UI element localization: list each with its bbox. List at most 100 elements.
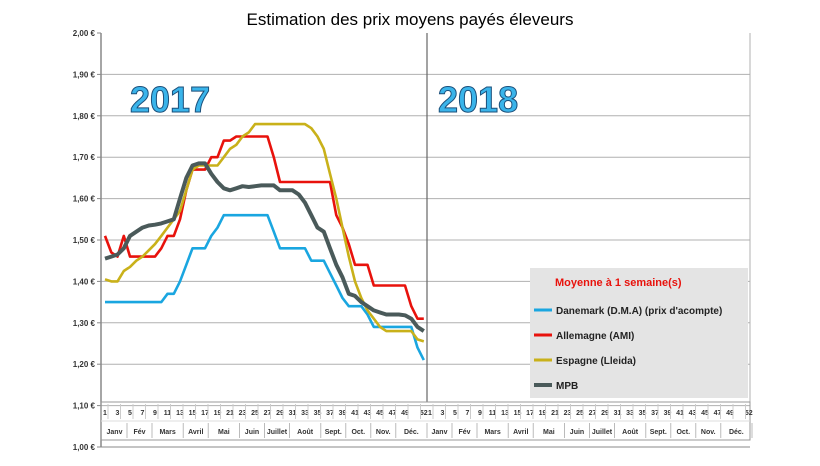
chart-title: Estimation des prix moyens payés éleveur… <box>247 10 574 29</box>
legend-title: Moyenne à 1 semaine(s) <box>555 277 682 289</box>
week-tick-label: 31 <box>289 410 297 417</box>
week-tick-label: 7 <box>466 410 470 417</box>
week-tick-label: 3 <box>116 410 120 417</box>
week-tick-label: 43 <box>364 410 372 417</box>
y-tick-label: 1,70 € <box>73 153 96 162</box>
month-label: Juillet <box>267 429 288 436</box>
week-tick-label: 29 <box>601 410 609 417</box>
week-tick-label: 31 <box>614 410 622 417</box>
month-label: Oct. <box>351 429 365 436</box>
month-label: Juin <box>245 429 259 436</box>
week-tick-label: 21 <box>551 410 559 417</box>
week-tick-label: 49 <box>401 410 409 417</box>
week-tick-label: 27 <box>589 410 597 417</box>
week-tick-label: 19 <box>214 410 222 417</box>
week-tick-label: 13 <box>176 410 184 417</box>
week-tick-label: 33 <box>626 410 634 417</box>
month-label: Sept. <box>650 429 667 436</box>
month-label: Déc. <box>729 429 744 436</box>
month-label: Mai <box>543 429 555 436</box>
month-label: Janv <box>432 429 448 436</box>
y-tick-label: 1,60 € <box>73 195 96 204</box>
week-tick-label: 5 <box>128 410 132 417</box>
week-tick-label: 1 <box>103 410 107 417</box>
month-label: Avril <box>188 429 203 436</box>
week-tick-label: 1 <box>428 410 432 417</box>
year-label-2017: 2017 <box>130 79 210 120</box>
y-tick-label: 1,90 € <box>73 70 96 79</box>
week-tick-label: 23 <box>239 410 247 417</box>
series-line-allemagne-ami- <box>103 135 424 321</box>
week-tick-label: 9 <box>478 410 482 417</box>
year-label-2018: 2018 <box>438 79 518 120</box>
week-tick-label: 52 <box>420 410 428 417</box>
month-label: Juin <box>570 429 584 436</box>
y-tick-label: 1,00 € <box>73 443 96 452</box>
week-tick-label: 39 <box>664 410 672 417</box>
week-tick-label: 25 <box>576 410 584 417</box>
week-tick-label: 35 <box>639 410 647 417</box>
week-tick-label: 5 <box>453 410 457 417</box>
legend-entry: Danemark (D.M.A) (prix d'acompte) <box>556 306 722 317</box>
week-tick-label: 7 <box>141 410 145 417</box>
legend-entry: Allemagne (AMI) <box>556 331 634 342</box>
month-label: Mars <box>159 429 175 436</box>
week-tick-label: 41 <box>676 410 684 417</box>
week-tick-label: 15 <box>189 410 197 417</box>
week-tick-label: 25 <box>251 410 259 417</box>
week-tick-label: 47 <box>714 410 722 417</box>
y-tick-label: 1,80 € <box>73 112 96 121</box>
week-tick-label: 17 <box>201 410 209 417</box>
y-tick-label: 1,30 € <box>73 319 96 328</box>
y-tick-label: 1,20 € <box>73 360 96 369</box>
month-label: Mai <box>218 429 230 436</box>
month-label: Avril <box>513 429 528 436</box>
week-tick-label: 47 <box>389 410 397 417</box>
month-label: Juillet <box>592 429 613 436</box>
week-tick-label: 11 <box>164 410 172 417</box>
legend: Moyenne à 1 semaine(s) Danemark (D.M.A) … <box>530 268 748 398</box>
month-label: Mars <box>484 429 500 436</box>
month-label: Janv <box>107 429 123 436</box>
month-label: Août <box>622 429 639 436</box>
series-line-espagne-lleida- <box>104 122 425 343</box>
week-tick-label: 37 <box>651 410 659 417</box>
week-tick-label: 45 <box>376 410 384 417</box>
week-tick-label: 23 <box>564 410 572 417</box>
month-label: Nov. <box>376 429 391 436</box>
week-tick-label: 37 <box>326 410 334 417</box>
week-tick-label: 15 <box>514 410 522 417</box>
legend-entry: Espagne (Lleida) <box>556 356 636 367</box>
week-tick-label: 49 <box>726 410 734 417</box>
legend-entry: MPB <box>556 381 578 392</box>
week-tick-label: 9 <box>153 410 157 417</box>
month-label: Nov. <box>701 429 716 436</box>
y-tick-label: 1,50 € <box>73 236 96 245</box>
y-tick-label: 1,40 € <box>73 277 96 286</box>
month-label: Sept. <box>325 429 342 436</box>
legend-box <box>530 268 748 398</box>
week-tick-label: 3 <box>441 410 445 417</box>
week-tick-label: 19 <box>539 410 547 417</box>
week-tick-label: 43 <box>689 410 697 417</box>
week-tick-label: 13 <box>501 410 509 417</box>
week-tick-label: 29 <box>276 410 284 417</box>
month-label: Fév <box>458 429 470 436</box>
week-tick-label: 35 <box>314 410 322 417</box>
week-tick-label: 39 <box>339 410 347 417</box>
week-tick-label: 52 <box>745 410 753 417</box>
week-tick-label: 27 <box>264 410 272 417</box>
month-label: Fév <box>133 429 145 436</box>
week-tick-label: 33 <box>301 410 309 417</box>
month-label: Déc. <box>404 429 419 436</box>
month-label: Août <box>297 429 314 436</box>
series-line-mpb <box>104 161 425 333</box>
month-label: Oct. <box>676 429 690 436</box>
week-tick-label: 21 <box>226 410 234 417</box>
week-tick-label: 45 <box>701 410 709 417</box>
week-tick-label: 17 <box>526 410 534 417</box>
y-tick-label: 1,10 € <box>73 402 96 411</box>
y-tick-label: 2,00 € <box>73 29 96 38</box>
